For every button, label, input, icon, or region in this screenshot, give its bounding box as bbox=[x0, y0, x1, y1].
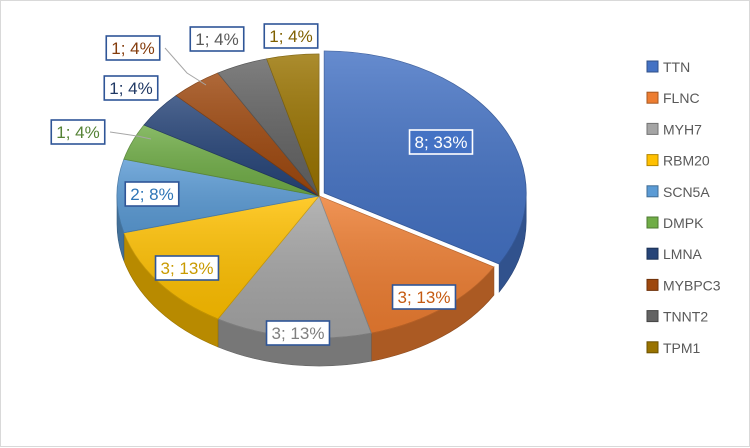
data-label-tpm1: 1; 4% bbox=[263, 23, 319, 49]
legend-swatch bbox=[646, 247, 659, 260]
slice-tpm1 bbox=[266, 53, 320, 197]
svg-text:1; 4%: 1; 4% bbox=[109, 79, 152, 98]
legend-label: SCN5A bbox=[663, 184, 710, 200]
svg-text:1; 4%: 1; 4% bbox=[56, 123, 99, 142]
legend-label: DMPK bbox=[663, 215, 704, 231]
svg-text:1; 4%: 1; 4% bbox=[195, 30, 238, 49]
data-label-flnc: 3; 13% bbox=[391, 284, 457, 310]
legend-swatch bbox=[646, 341, 659, 354]
legend-item-ttn: TTN bbox=[646, 59, 690, 75]
slice-scn5a bbox=[116, 158, 320, 234]
data-label-tnnt2: 1; 4% bbox=[189, 26, 245, 52]
legend-swatch bbox=[646, 122, 659, 135]
legend-item-tnnt2: TNNT2 bbox=[646, 309, 708, 325]
legend-swatch bbox=[646, 216, 659, 229]
legend-label: LMNA bbox=[663, 246, 703, 262]
svg-text:2; 8%: 2; 8% bbox=[130, 185, 173, 204]
legend-label: TNNT2 bbox=[663, 309, 708, 325]
legend-swatch bbox=[646, 185, 659, 198]
data-label-ttn: 8; 33% bbox=[408, 129, 474, 155]
legend-item-myh7: MYH7 bbox=[646, 121, 702, 137]
data-label-myh7: 3; 13% bbox=[265, 320, 331, 346]
data-label-mybpc3: 1; 4% bbox=[105, 35, 161, 61]
legend: TTN FLNC MYH7 RBM20 SCN5A DMPK LMNA MYBPC3 TNNT2… bbox=[646, 59, 721, 356]
leader-line-dmpk bbox=[109, 131, 152, 140]
legend-swatch bbox=[646, 278, 659, 291]
slice-ttn bbox=[323, 50, 527, 265]
leader-line-mybpc3 bbox=[164, 47, 207, 86]
slice-rbm20 bbox=[123, 195, 321, 320]
legend-label: TTN bbox=[663, 59, 690, 75]
legend-item-scn5a: SCN5A bbox=[646, 184, 710, 200]
legend-label: MYBPC3 bbox=[663, 277, 721, 293]
svg-text:1; 4%: 1; 4% bbox=[269, 27, 312, 46]
legend-item-tpm1: TPM1 bbox=[646, 340, 701, 356]
legend-label: MYH7 bbox=[663, 121, 702, 137]
legend-item-flnc: FLNC bbox=[646, 90, 700, 106]
legend-label: TPM1 bbox=[663, 340, 701, 356]
legend-item-rbm20: RBM20 bbox=[646, 153, 710, 169]
svg-text:3; 13%: 3; 13% bbox=[161, 259, 214, 278]
svg-text:3; 13%: 3; 13% bbox=[272, 324, 325, 343]
legend-swatch bbox=[646, 91, 659, 104]
data-label-dmpk: 1; 4% bbox=[50, 119, 106, 145]
svg-text:1; 4%: 1; 4% bbox=[111, 39, 154, 58]
legend-label: FLNC bbox=[663, 90, 700, 106]
legend-item-lmna: LMNA bbox=[646, 246, 703, 262]
data-label-scn5a: 2; 8% bbox=[124, 181, 180, 207]
legend-swatch bbox=[646, 60, 659, 73]
legend-swatch bbox=[646, 310, 659, 323]
legend-label: RBM20 bbox=[663, 153, 710, 169]
legend-item-mybpc3: MYBPC3 bbox=[646, 277, 721, 293]
data-label-rbm20: 3; 13% bbox=[154, 255, 220, 281]
legend-item-dmpk: DMPK bbox=[646, 215, 704, 231]
svg-text:3; 13%: 3; 13% bbox=[398, 288, 451, 307]
leader-lines bbox=[109, 47, 207, 140]
legend-swatch bbox=[646, 154, 659, 167]
data-label-lmna: 1; 4% bbox=[103, 75, 159, 101]
svg-text:8; 33%: 8; 33% bbox=[415, 133, 468, 152]
data-labels: 8; 33% 3; 13% 3; 13% 3; 13% 2; 8% 1; 4% 1; 4% 1… bbox=[50, 23, 474, 346]
